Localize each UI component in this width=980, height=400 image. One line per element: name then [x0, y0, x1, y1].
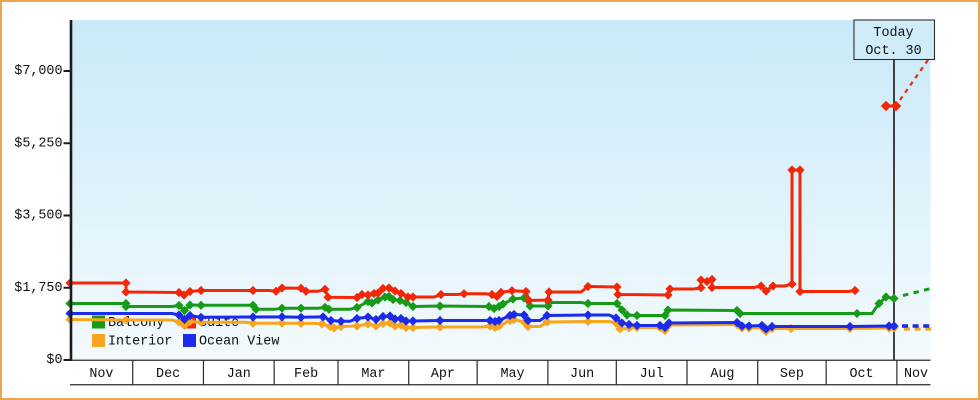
svg-text:$0: $0 [46, 353, 62, 368]
svg-text:Jan: Jan [227, 367, 251, 382]
svg-text:$3,500: $3,500 [14, 209, 62, 224]
svg-text:Today: Today [873, 26, 913, 41]
svg-text:Dec: Dec [156, 367, 180, 382]
svg-text:Oct: Oct [849, 367, 873, 382]
svg-text:$1,750: $1,750 [14, 281, 62, 296]
svg-text:Interior: Interior [108, 334, 172, 349]
svg-text:Mar: Mar [361, 367, 385, 382]
svg-text:Oct. 30: Oct. 30 [865, 44, 921, 59]
svg-text:Ocean View: Ocean View [199, 334, 279, 349]
svg-text:Jul: Jul [640, 367, 664, 382]
svg-text:Sep: Sep [780, 367, 804, 382]
svg-text:Balcony: Balcony [108, 316, 164, 331]
svg-text:$5,250: $5,250 [14, 136, 62, 151]
svg-text:Jun: Jun [570, 367, 594, 382]
svg-text:May: May [500, 367, 524, 382]
svg-text:Aug: Aug [710, 367, 734, 382]
svg-text:$7,000: $7,000 [14, 64, 62, 79]
svg-text:Apr: Apr [431, 367, 455, 382]
svg-text:Nov: Nov [89, 367, 113, 382]
svg-text:Nov: Nov [904, 367, 928, 382]
svg-text:Feb: Feb [294, 367, 318, 382]
